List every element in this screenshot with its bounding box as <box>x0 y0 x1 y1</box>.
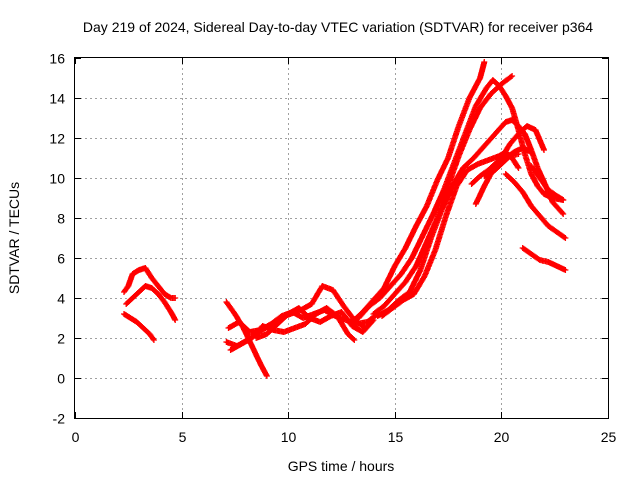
plot-frame <box>74 57 609 419</box>
marker-trail <box>121 265 179 301</box>
y-tick-label: 6 <box>57 251 65 267</box>
y-axis-label: SDTVAR / TECUs <box>6 182 22 294</box>
series-sat-a <box>121 265 179 301</box>
series-sat-s <box>528 163 567 203</box>
x-axis-label: GPS time / hours <box>288 458 395 474</box>
data-points <box>121 59 569 379</box>
marker-trail <box>349 59 488 325</box>
chart-title: Day 219 of 2024, Sidereal Day-to-day VTE… <box>83 19 593 35</box>
y-tick-label: 14 <box>49 91 65 107</box>
x-tick-label: 25 <box>601 429 617 445</box>
y-tick-label: 12 <box>49 131 65 147</box>
axis-ticks: 0 5 10 15 20 25 -2 0 2 4 6 8 10 12 14 16 <box>49 51 616 446</box>
y-tick-label: 16 <box>49 51 65 67</box>
series-sat-p <box>481 151 522 179</box>
y-tick-label: 2 <box>57 331 65 347</box>
marker-trail <box>121 311 157 343</box>
series-sat-c <box>121 311 157 343</box>
x-tick-label: 5 <box>179 429 187 445</box>
x-tick-label: 0 <box>72 429 80 445</box>
series-sat-b <box>123 283 179 323</box>
marker-trail <box>481 151 522 179</box>
marker-trail <box>123 283 179 323</box>
grid <box>75 58 608 418</box>
y-tick-label: -2 <box>53 411 66 427</box>
series-sat-i <box>349 59 488 325</box>
marker-trail <box>519 245 569 273</box>
series-sat-r <box>519 245 569 273</box>
y-tick-label: 0 <box>57 371 65 387</box>
y-tick-label: 4 <box>57 291 65 307</box>
marker-trail <box>528 163 567 203</box>
marker-trail <box>502 171 569 241</box>
y-tick-label: 8 <box>57 211 65 227</box>
series-sat-q <box>502 171 569 241</box>
y-tick-label: 10 <box>49 171 65 187</box>
x-tick-label: 20 <box>494 429 510 445</box>
x-tick-label: 15 <box>388 429 404 445</box>
x-tick-label: 10 <box>281 429 297 445</box>
